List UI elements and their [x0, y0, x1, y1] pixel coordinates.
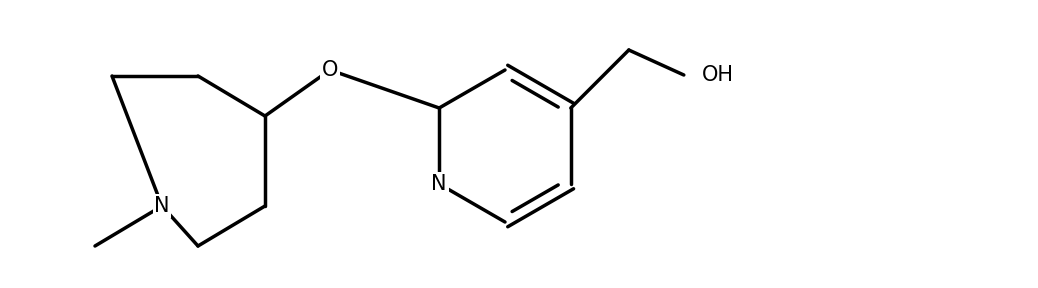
Text: OH: OH: [702, 65, 734, 85]
Text: N: N: [155, 196, 170, 216]
Text: N: N: [432, 174, 447, 194]
Text: O: O: [322, 60, 338, 80]
